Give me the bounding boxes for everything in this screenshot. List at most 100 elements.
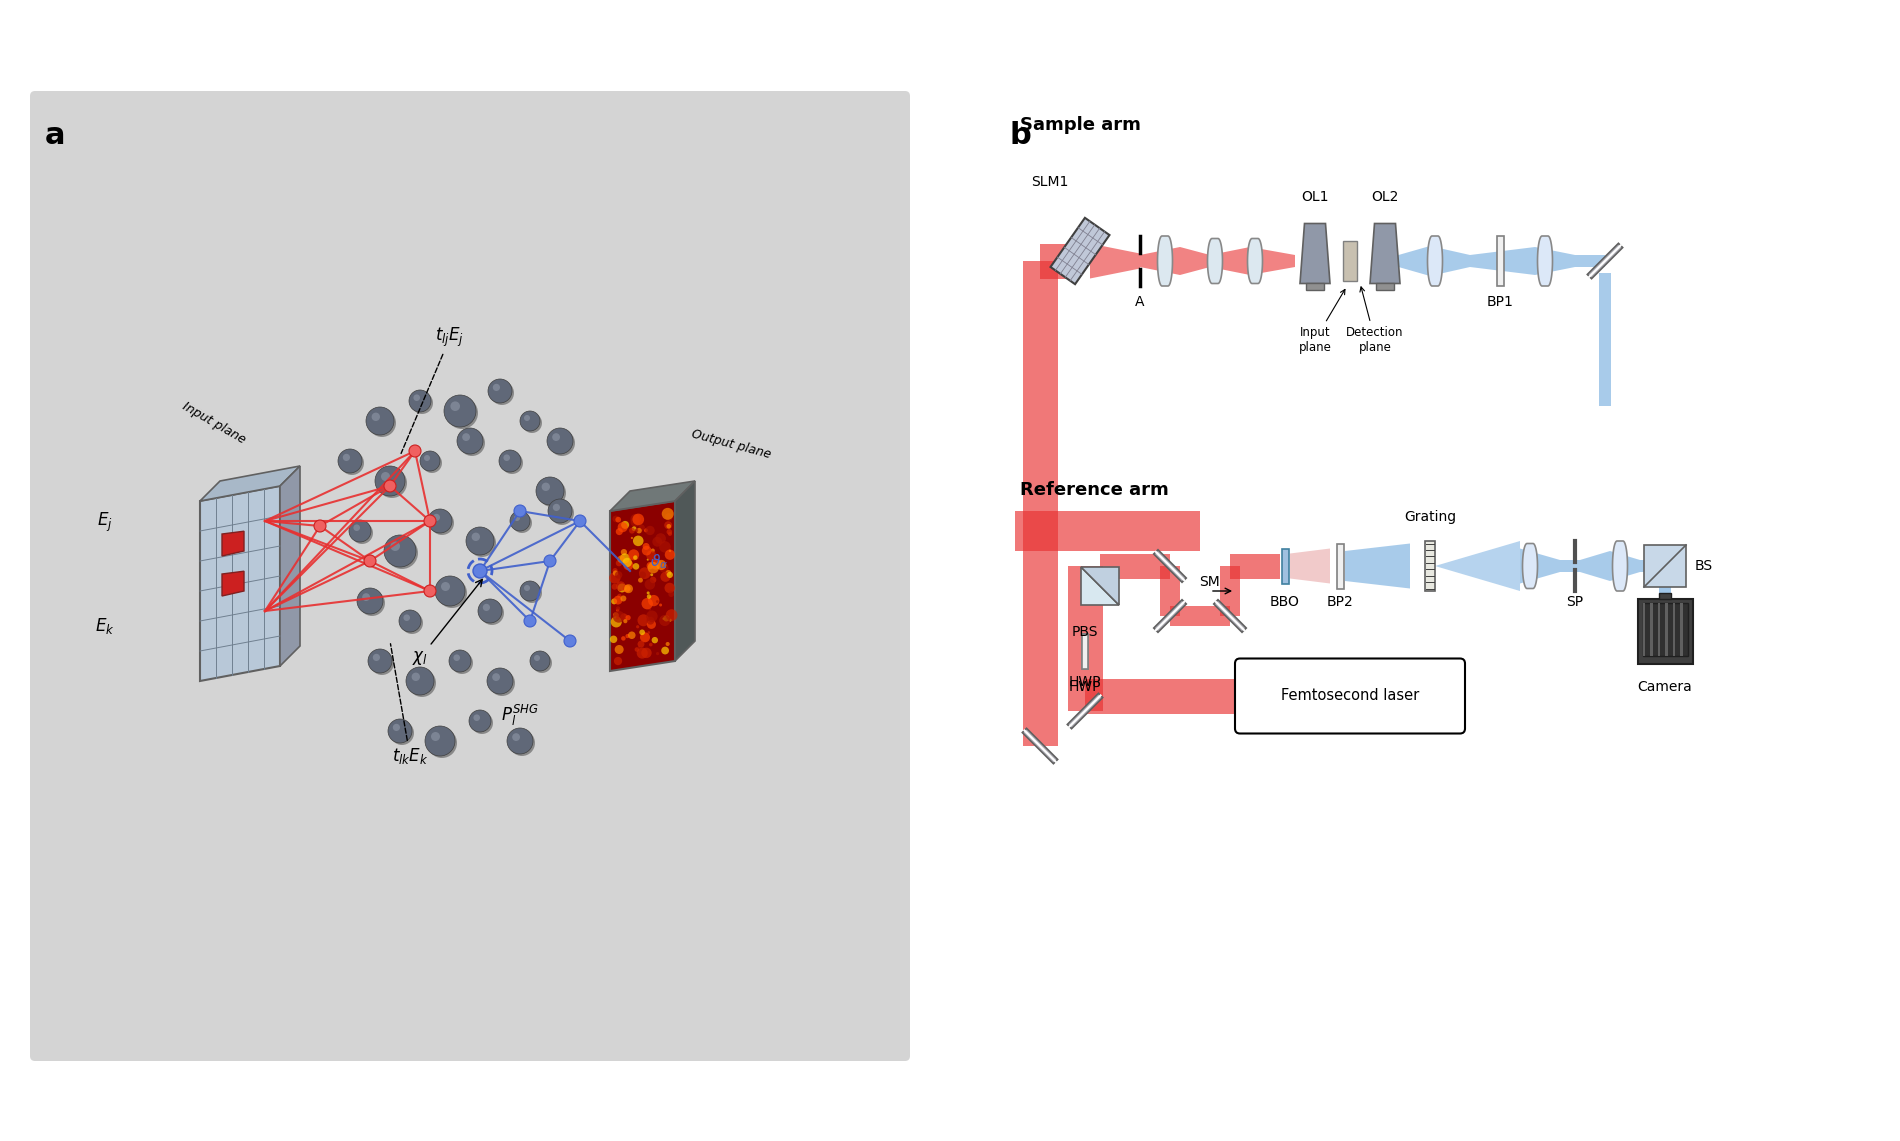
Circle shape [521,581,540,601]
Circle shape [365,555,376,567]
FancyBboxPatch shape [30,91,910,1061]
Circle shape [471,712,492,734]
Bar [1170,606,1229,626]
Circle shape [636,528,642,534]
Circle shape [648,631,650,633]
Circle shape [473,564,486,578]
Bar [1022,261,1058,746]
Polygon shape [1051,218,1110,284]
Circle shape [625,615,631,621]
Circle shape [663,617,665,620]
Circle shape [610,572,621,583]
Circle shape [669,550,671,552]
Circle shape [661,647,669,655]
Circle shape [618,593,621,598]
Circle shape [524,615,536,628]
Polygon shape [1022,728,1058,763]
Circle shape [648,561,659,574]
Circle shape [521,411,540,431]
Bar [1642,602,1645,655]
Text: $t_{lj}E_j$: $t_{lj}E_j$ [401,326,466,453]
Circle shape [623,558,633,567]
Text: HWP: HWP [1068,680,1102,694]
Circle shape [350,520,370,542]
Circle shape [435,576,466,606]
Circle shape [633,513,644,525]
Circle shape [638,630,644,636]
Polygon shape [1395,246,1431,276]
Circle shape [656,533,665,544]
Text: $P_l^{SHG}$: $P_l^{SHG}$ [502,703,540,728]
Circle shape [618,523,627,532]
Circle shape [428,509,452,533]
Circle shape [399,610,422,632]
Bar [1220,566,1241,616]
Circle shape [635,647,638,652]
Circle shape [646,617,654,624]
Polygon shape [610,482,695,511]
Circle shape [669,591,674,597]
Circle shape [543,555,557,567]
Text: Reference arm: Reference arm [1020,482,1168,499]
Circle shape [636,625,638,629]
Circle shape [640,632,650,642]
Circle shape [374,466,405,496]
Circle shape [631,518,640,527]
Circle shape [667,524,671,528]
Text: OL2: OL2 [1372,191,1398,204]
Circle shape [445,395,477,427]
Bar [1376,283,1395,290]
Circle shape [656,560,667,570]
Circle shape [460,430,485,456]
Circle shape [522,413,541,432]
Circle shape [638,572,646,578]
Circle shape [612,598,618,605]
Circle shape [441,582,450,591]
Circle shape [623,620,627,623]
Circle shape [509,730,536,756]
Text: SM: SM [1199,575,1220,589]
Circle shape [638,577,642,583]
Text: Input plane: Input plane [180,399,247,446]
Polygon shape [1140,246,1180,275]
Text: Camera: Camera [1638,680,1693,694]
Polygon shape [1613,541,1628,591]
Circle shape [638,614,650,626]
Polygon shape [1575,254,1606,267]
Polygon shape [1431,246,1471,276]
Circle shape [633,535,644,547]
Circle shape [422,453,443,474]
Circle shape [659,604,661,607]
Circle shape [386,537,418,569]
Circle shape [640,648,652,658]
Circle shape [650,576,656,583]
Circle shape [388,719,412,743]
Polygon shape [1208,238,1222,283]
Bar [1664,602,1668,655]
Circle shape [661,572,671,582]
Text: A: A [1136,296,1144,309]
Circle shape [638,641,644,648]
Polygon shape [1248,238,1262,283]
Circle shape [616,608,619,612]
Circle shape [382,472,390,482]
Circle shape [536,477,564,505]
Circle shape [621,596,627,601]
Circle shape [524,585,530,591]
Circle shape [644,528,648,533]
Circle shape [522,583,541,602]
Circle shape [314,520,327,532]
Polygon shape [200,486,279,681]
Bar [1638,599,1693,664]
Circle shape [412,672,420,681]
Circle shape [393,723,401,731]
Polygon shape [610,501,674,671]
Circle shape [431,733,441,741]
Circle shape [619,553,629,564]
Circle shape [428,728,458,758]
Text: Detection
plane: Detection plane [1347,286,1404,354]
Circle shape [659,615,671,626]
Circle shape [424,515,435,527]
Circle shape [488,670,515,696]
Circle shape [614,596,623,605]
